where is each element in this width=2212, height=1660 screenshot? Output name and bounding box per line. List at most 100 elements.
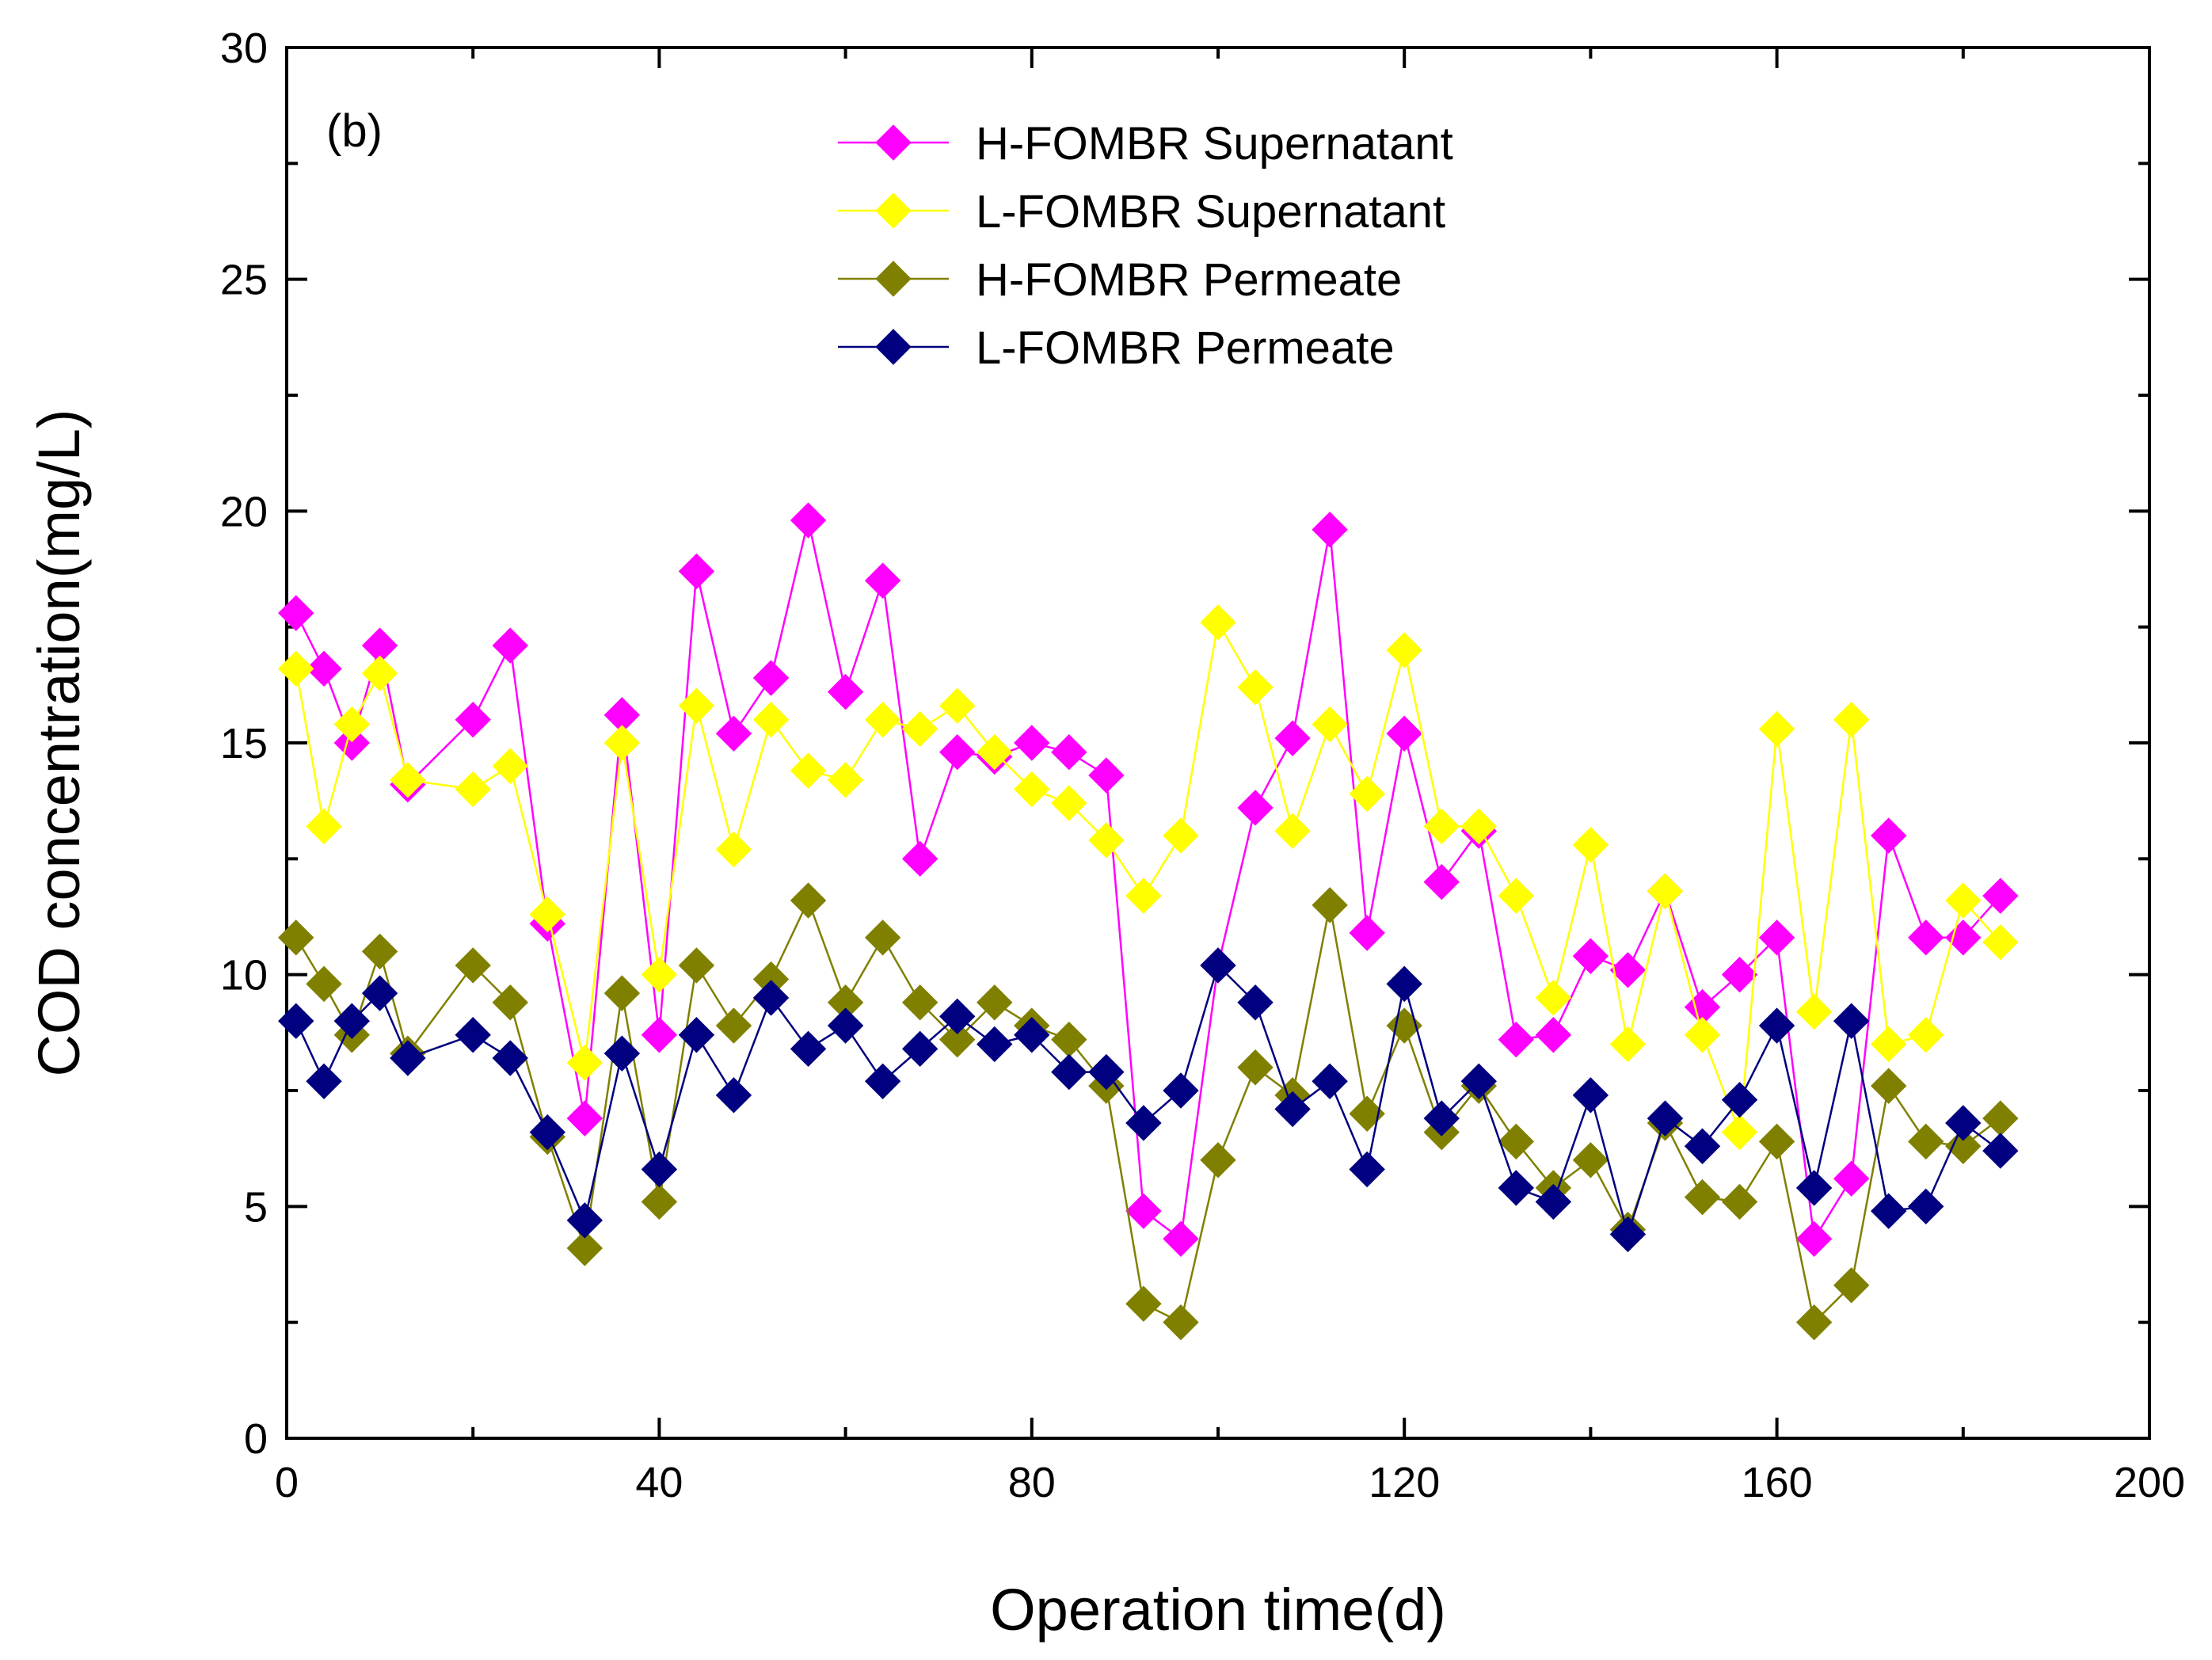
data-point-h-fombr-permeate: [603, 975, 641, 1011]
data-point-l-fombr-supernatant: [901, 710, 938, 748]
data-point-h-fombr-permeate: [1908, 1123, 1944, 1160]
data-point-l-fombr-permeate: [333, 1003, 371, 1039]
data-point-l-fombr-permeate: [1423, 1100, 1460, 1136]
data-point-h-fombr-supernatant: [1498, 1021, 1535, 1058]
y-tick-label: 5: [244, 1183, 268, 1231]
data-point-l-fombr-permeate: [455, 1017, 491, 1053]
data-point-h-fombr-supernatant: [1535, 1017, 1572, 1053]
legend: H-FOMBR Supernatant L-FOMBR Supernatant H-…: [838, 118, 1453, 374]
axis-ticks: 0 40 80 120 160 200 0 5 10 15 20 25 30: [220, 25, 2185, 1506]
y-axis-title: COD concentration(mg/L): [26, 409, 92, 1076]
data-point-l-fombr-permeate: [566, 1202, 603, 1239]
data-point-l-fombr-supernatant: [1051, 785, 1087, 821]
data-point-h-fombr-permeate: [306, 965, 342, 1003]
data-point-l-fombr-supernatant: [790, 752, 827, 789]
data-point-l-fombr-supernatant: [678, 687, 715, 724]
data-point-l-fombr-permeate: [1051, 1053, 1087, 1091]
data-point-h-fombr-permeate: [939, 1021, 976, 1058]
data-point-h-fombr-permeate: [1721, 1183, 1758, 1220]
data-point-l-fombr-supernatant: [1498, 878, 1535, 914]
data-point-l-fombr-permeate: [641, 1151, 678, 1188]
data-point-l-fombr-permeate: [1833, 1003, 1870, 1039]
data-point-h-fombr-supernatant: [1051, 733, 1087, 771]
data-point-l-fombr-supernatant: [827, 762, 864, 798]
data-point-l-fombr-supernatant: [1423, 808, 1460, 845]
data-point-h-fombr-supernatant: [1312, 512, 1348, 548]
data-point-h-fombr-permeate: [1795, 1304, 1833, 1341]
data-point-h-fombr-supernatant: [1274, 720, 1311, 756]
data-point-l-fombr-supernatant: [864, 702, 901, 738]
data-point-l-fombr-supernatant: [641, 956, 678, 993]
data-point-h-fombr-supernatant: [1237, 790, 1274, 826]
data-point-h-fombr-supernatant: [678, 553, 715, 590]
data-point-l-fombr-permeate: [1014, 1017, 1050, 1053]
data-point-l-fombr-permeate: [1908, 1188, 1944, 1225]
data-point-l-fombr-supernatant: [333, 706, 371, 743]
x-axis-title: Operation time(d): [990, 1577, 1446, 1643]
data-point-l-fombr-permeate: [1386, 965, 1422, 1003]
data-point-h-fombr-permeate: [1125, 1285, 1162, 1322]
x-tick-label: 200: [2114, 1459, 2185, 1506]
plot-series: [278, 502, 2019, 1341]
data-point-h-fombr-supernatant: [1982, 878, 2019, 914]
x-tick-label: 40: [635, 1459, 683, 1506]
legend-label-h-fombr-permeate: H-FOMBR Permeate: [976, 254, 1402, 306]
data-point-l-fombr-permeate: [715, 1077, 752, 1114]
data-point-h-fombr-supernatant: [1833, 1160, 1870, 1197]
panel-label: (b): [326, 105, 383, 157]
data-point-l-fombr-supernatant: [566, 1045, 603, 1081]
data-point-l-fombr-supernatant: [1237, 669, 1274, 706]
data-point-h-fombr-supernatant: [864, 562, 901, 599]
data-point-l-fombr-supernatant: [529, 896, 565, 933]
data-point-h-fombr-permeate: [1237, 1049, 1274, 1086]
data-point-l-fombr-supernatant: [1349, 775, 1385, 813]
data-point-h-fombr-permeate: [278, 919, 314, 956]
data-point-h-fombr-permeate: [790, 882, 827, 919]
data-point-h-fombr-supernatant: [1721, 956, 1758, 993]
legend-marker-l-fombr-supernatant: [875, 192, 912, 229]
data-point-l-fombr-permeate: [1274, 1091, 1311, 1128]
data-point-h-fombr-supernatant: [752, 660, 790, 696]
data-point-h-fombr-permeate: [1945, 1128, 1982, 1164]
data-point-l-fombr-supernatant: [752, 702, 790, 738]
data-point-l-fombr-supernatant: [361, 655, 398, 691]
y-tick-label: 0: [244, 1415, 268, 1463]
legend-item-h-fombr-permeate: H-FOMBR Permeate: [838, 254, 1402, 306]
data-point-h-fombr-permeate: [901, 984, 938, 1021]
data-point-l-fombr-supernatant: [1125, 878, 1162, 914]
y-tick-label: 15: [220, 720, 268, 767]
data-point-h-fombr-permeate: [678, 947, 715, 984]
data-point-h-fombr-supernatant: [939, 733, 976, 771]
data-point-h-fombr-supernatant: [492, 627, 528, 664]
data-point-l-fombr-permeate: [390, 1040, 426, 1076]
data-point-h-fombr-supernatant: [1386, 715, 1422, 752]
data-point-h-fombr-supernatant: [1609, 952, 1647, 988]
data-point-l-fombr-permeate: [1535, 1183, 1572, 1220]
data-point-h-fombr-permeate: [641, 1183, 678, 1220]
data-point-l-fombr-permeate: [678, 1017, 715, 1053]
legend-label-l-fombr-permeate: L-FOMBR Permeate: [976, 322, 1395, 374]
data-point-l-fombr-permeate: [492, 1040, 528, 1076]
data-point-h-fombr-permeate: [1163, 1304, 1199, 1341]
data-point-h-fombr-permeate: [977, 984, 1013, 1021]
data-point-l-fombr-supernatant: [492, 748, 528, 784]
data-point-l-fombr-permeate: [1237, 984, 1274, 1021]
data-point-h-fombr-supernatant: [1163, 1220, 1199, 1258]
data-point-h-fombr-supernatant: [1088, 757, 1125, 794]
data-point-h-fombr-permeate: [361, 933, 398, 970]
data-point-l-fombr-permeate: [1125, 1105, 1162, 1141]
data-point-h-fombr-supernatant: [306, 650, 342, 687]
data-point-l-fombr-supernatant: [455, 771, 491, 808]
data-point-l-fombr-supernatant: [1535, 980, 1572, 1016]
data-point-l-fombr-permeate: [1871, 1193, 1907, 1229]
legend-item-h-fombr-supernatant: H-FOMBR Supernatant: [838, 118, 1453, 169]
data-point-h-fombr-permeate: [1871, 1068, 1907, 1104]
data-point-h-fombr-supernatant: [1014, 725, 1050, 761]
series-l-fombr-permeate: [278, 947, 2019, 1253]
data-point-l-fombr-permeate: [1200, 947, 1236, 984]
data-point-h-fombr-supernatant: [1572, 938, 1609, 974]
data-point-h-fombr-permeate: [864, 919, 901, 956]
x-tick-label: 160: [1742, 1459, 1813, 1506]
data-point-l-fombr-permeate: [1349, 1151, 1385, 1188]
legend-marker-h-fombr-supernatant: [875, 124, 912, 161]
